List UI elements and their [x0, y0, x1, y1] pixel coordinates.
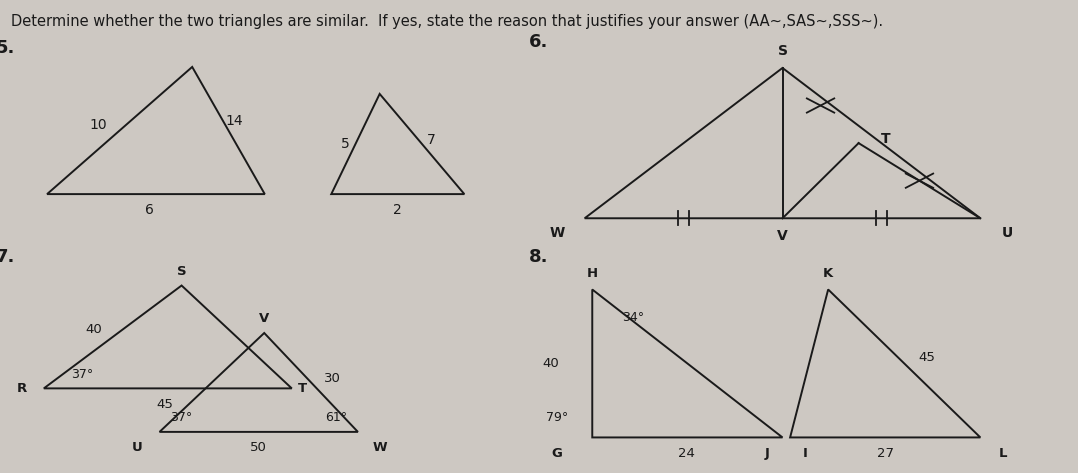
Text: 40: 40	[85, 323, 101, 335]
Text: 45: 45	[156, 398, 174, 411]
Text: 45: 45	[918, 351, 936, 364]
Text: 61°: 61°	[324, 411, 347, 424]
Text: 34°: 34°	[622, 311, 645, 324]
Text: 24: 24	[678, 447, 695, 460]
Text: J: J	[765, 447, 770, 460]
Text: 8.: 8.	[528, 248, 548, 266]
Text: T: T	[299, 382, 307, 395]
Text: W: W	[550, 226, 565, 239]
Text: 5: 5	[342, 137, 350, 151]
Text: 14: 14	[225, 114, 244, 128]
Text: 6.: 6.	[528, 33, 548, 51]
Text: U: U	[133, 441, 143, 454]
Text: I: I	[803, 447, 807, 460]
Text: 6: 6	[146, 202, 154, 217]
Text: Determine whether the two triangles are similar.  If yes, state the reason that : Determine whether the two triangles are …	[11, 14, 883, 29]
Text: 7: 7	[427, 133, 436, 147]
Text: 37°: 37°	[71, 368, 94, 381]
Text: W: W	[373, 441, 387, 454]
Text: 10: 10	[89, 118, 107, 132]
Text: 5.: 5.	[0, 39, 15, 57]
Text: 50: 50	[250, 441, 267, 454]
Text: K: K	[823, 267, 833, 280]
Text: V: V	[777, 228, 788, 243]
Text: 7.: 7.	[0, 248, 15, 266]
Text: R: R	[16, 382, 27, 395]
Text: G: G	[552, 447, 563, 460]
Text: S: S	[777, 44, 788, 58]
Text: L: L	[999, 447, 1008, 460]
Text: 79°: 79°	[547, 411, 568, 424]
Text: 2: 2	[393, 202, 402, 217]
Text: 30: 30	[324, 372, 341, 385]
Text: 27: 27	[877, 447, 895, 460]
Text: H: H	[586, 267, 598, 280]
Text: T: T	[881, 132, 890, 146]
Text: 40: 40	[543, 357, 559, 370]
Text: V: V	[259, 312, 270, 325]
Text: 37°: 37°	[170, 411, 193, 424]
Text: S: S	[177, 265, 186, 278]
Text: U: U	[1003, 226, 1013, 239]
